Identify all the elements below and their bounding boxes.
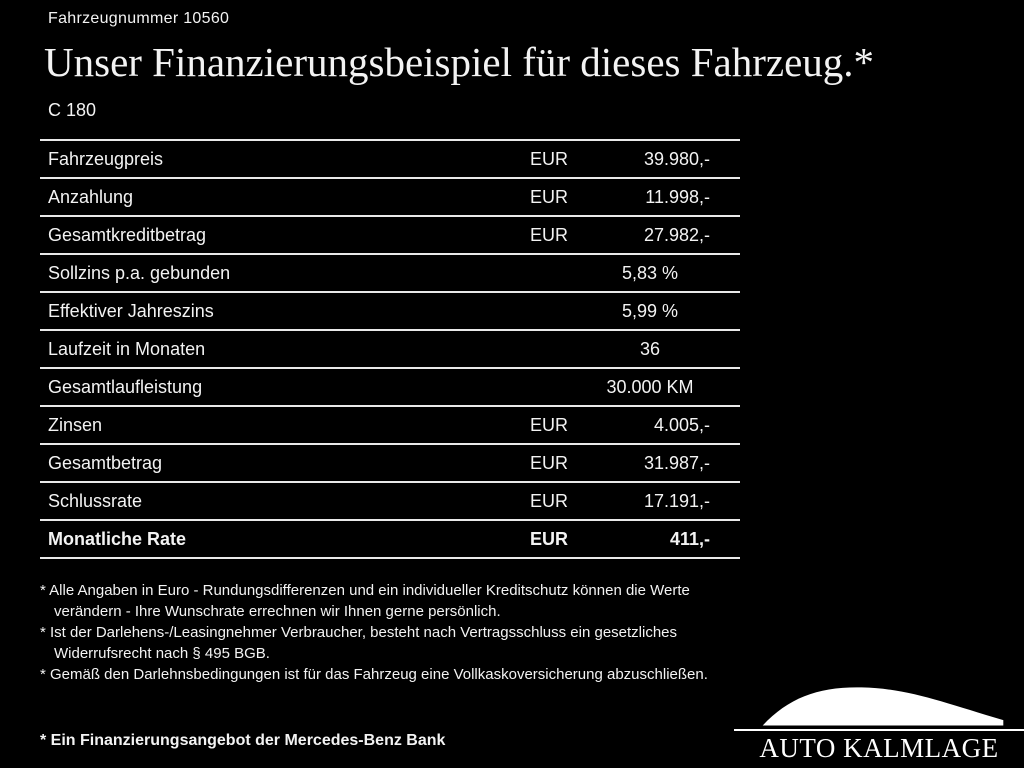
table-row-monthly-rate: Monatliche Rate EUR 411,- xyxy=(40,519,740,557)
row-value: 4.005,- xyxy=(653,414,710,435)
row-label: Laufzeit in Monaten xyxy=(48,338,206,359)
row-currency: EUR xyxy=(530,224,569,245)
row-label: Schlussrate xyxy=(48,490,143,511)
row-label: Effektiver Jahreszins xyxy=(48,300,214,321)
row-label: Gesamtkreditbetrag xyxy=(48,224,207,245)
row-value: 5,83 % xyxy=(621,262,679,283)
table-row: Effektiver Jahreszins 5,99 % xyxy=(40,291,740,329)
row-label: Gesamtlaufleistung xyxy=(48,376,203,397)
vehicle-number: Fahrzeugnummer 10560 xyxy=(48,10,230,27)
row-value: 5,99 % xyxy=(621,300,679,321)
financing-table: Fahrzeugpreis EUR 39.980,- Anzahlung EUR… xyxy=(40,139,740,559)
row-value: 11.998,- xyxy=(645,186,710,207)
dealer-name: AUTO KALMLAGE xyxy=(734,729,1024,764)
row-label: Zinsen xyxy=(48,414,103,435)
table-row: Anzahlung EUR 11.998,- xyxy=(40,177,740,215)
row-value: 17.191,- xyxy=(643,490,710,511)
row-label: Gesamtbetrag xyxy=(48,452,163,473)
table-row: Fahrzeugpreis EUR 39.980,- xyxy=(40,139,740,177)
table-row: Gesamtkreditbetrag EUR 27.982,- xyxy=(40,215,740,253)
row-value: 39.980,- xyxy=(643,148,710,169)
page-title: Unser Finanzierungsbeispiel für dieses F… xyxy=(44,39,875,85)
row-currency: EUR xyxy=(530,148,569,169)
table-row: Gesamtlaufleistung 30.000 KM xyxy=(40,367,740,405)
row-value: 30.000 KM xyxy=(606,376,694,397)
row-label: Sollzins p.a. gebunden xyxy=(48,262,231,283)
model-name: C 180 xyxy=(48,100,97,120)
row-currency: EUR xyxy=(530,490,569,511)
row-label: Fahrzeugpreis xyxy=(48,148,164,169)
row-currency: EUR xyxy=(530,452,569,473)
row-currency: EUR xyxy=(530,186,569,207)
footnotes: * Alle Angaben in Euro - Rundungsdiffere… xyxy=(40,580,750,685)
row-label: Monatliche Rate xyxy=(48,528,187,549)
table-row: Gesamtbetrag EUR 31.987,- xyxy=(40,443,740,481)
footnote: * Gemäß den Darlehnsbedingungen ist für … xyxy=(40,666,708,683)
row-value: 36 xyxy=(639,338,661,359)
footnote: * Ist der Darlehens-/Leasingnehmer Verbr… xyxy=(40,624,678,662)
table-row: Sollzins p.a. gebunden 5,83 % xyxy=(40,253,740,291)
table-row: Schlussrate EUR 17.191,- xyxy=(40,481,740,519)
dealer-logo: AUTO KALMLAGE xyxy=(734,683,1024,764)
table-row: Laufzeit in Monaten 36 xyxy=(40,329,740,367)
footnote: * Alle Angaben in Euro - Rundungsdiffere… xyxy=(40,582,690,620)
row-value: 31.987,- xyxy=(643,452,710,473)
row-currency: EUR xyxy=(530,528,569,549)
table-row: Zinsen EUR 4.005,- xyxy=(40,405,740,443)
car-silhouette-icon xyxy=(762,687,1004,726)
row-value: 27.982,- xyxy=(643,224,710,245)
row-label: Anzahlung xyxy=(48,186,134,207)
row-currency: EUR xyxy=(530,414,569,435)
financing-offer-note: * Ein Finanzierungsangebot der Mercedes-… xyxy=(40,732,446,749)
row-value: 411,- xyxy=(669,528,710,549)
